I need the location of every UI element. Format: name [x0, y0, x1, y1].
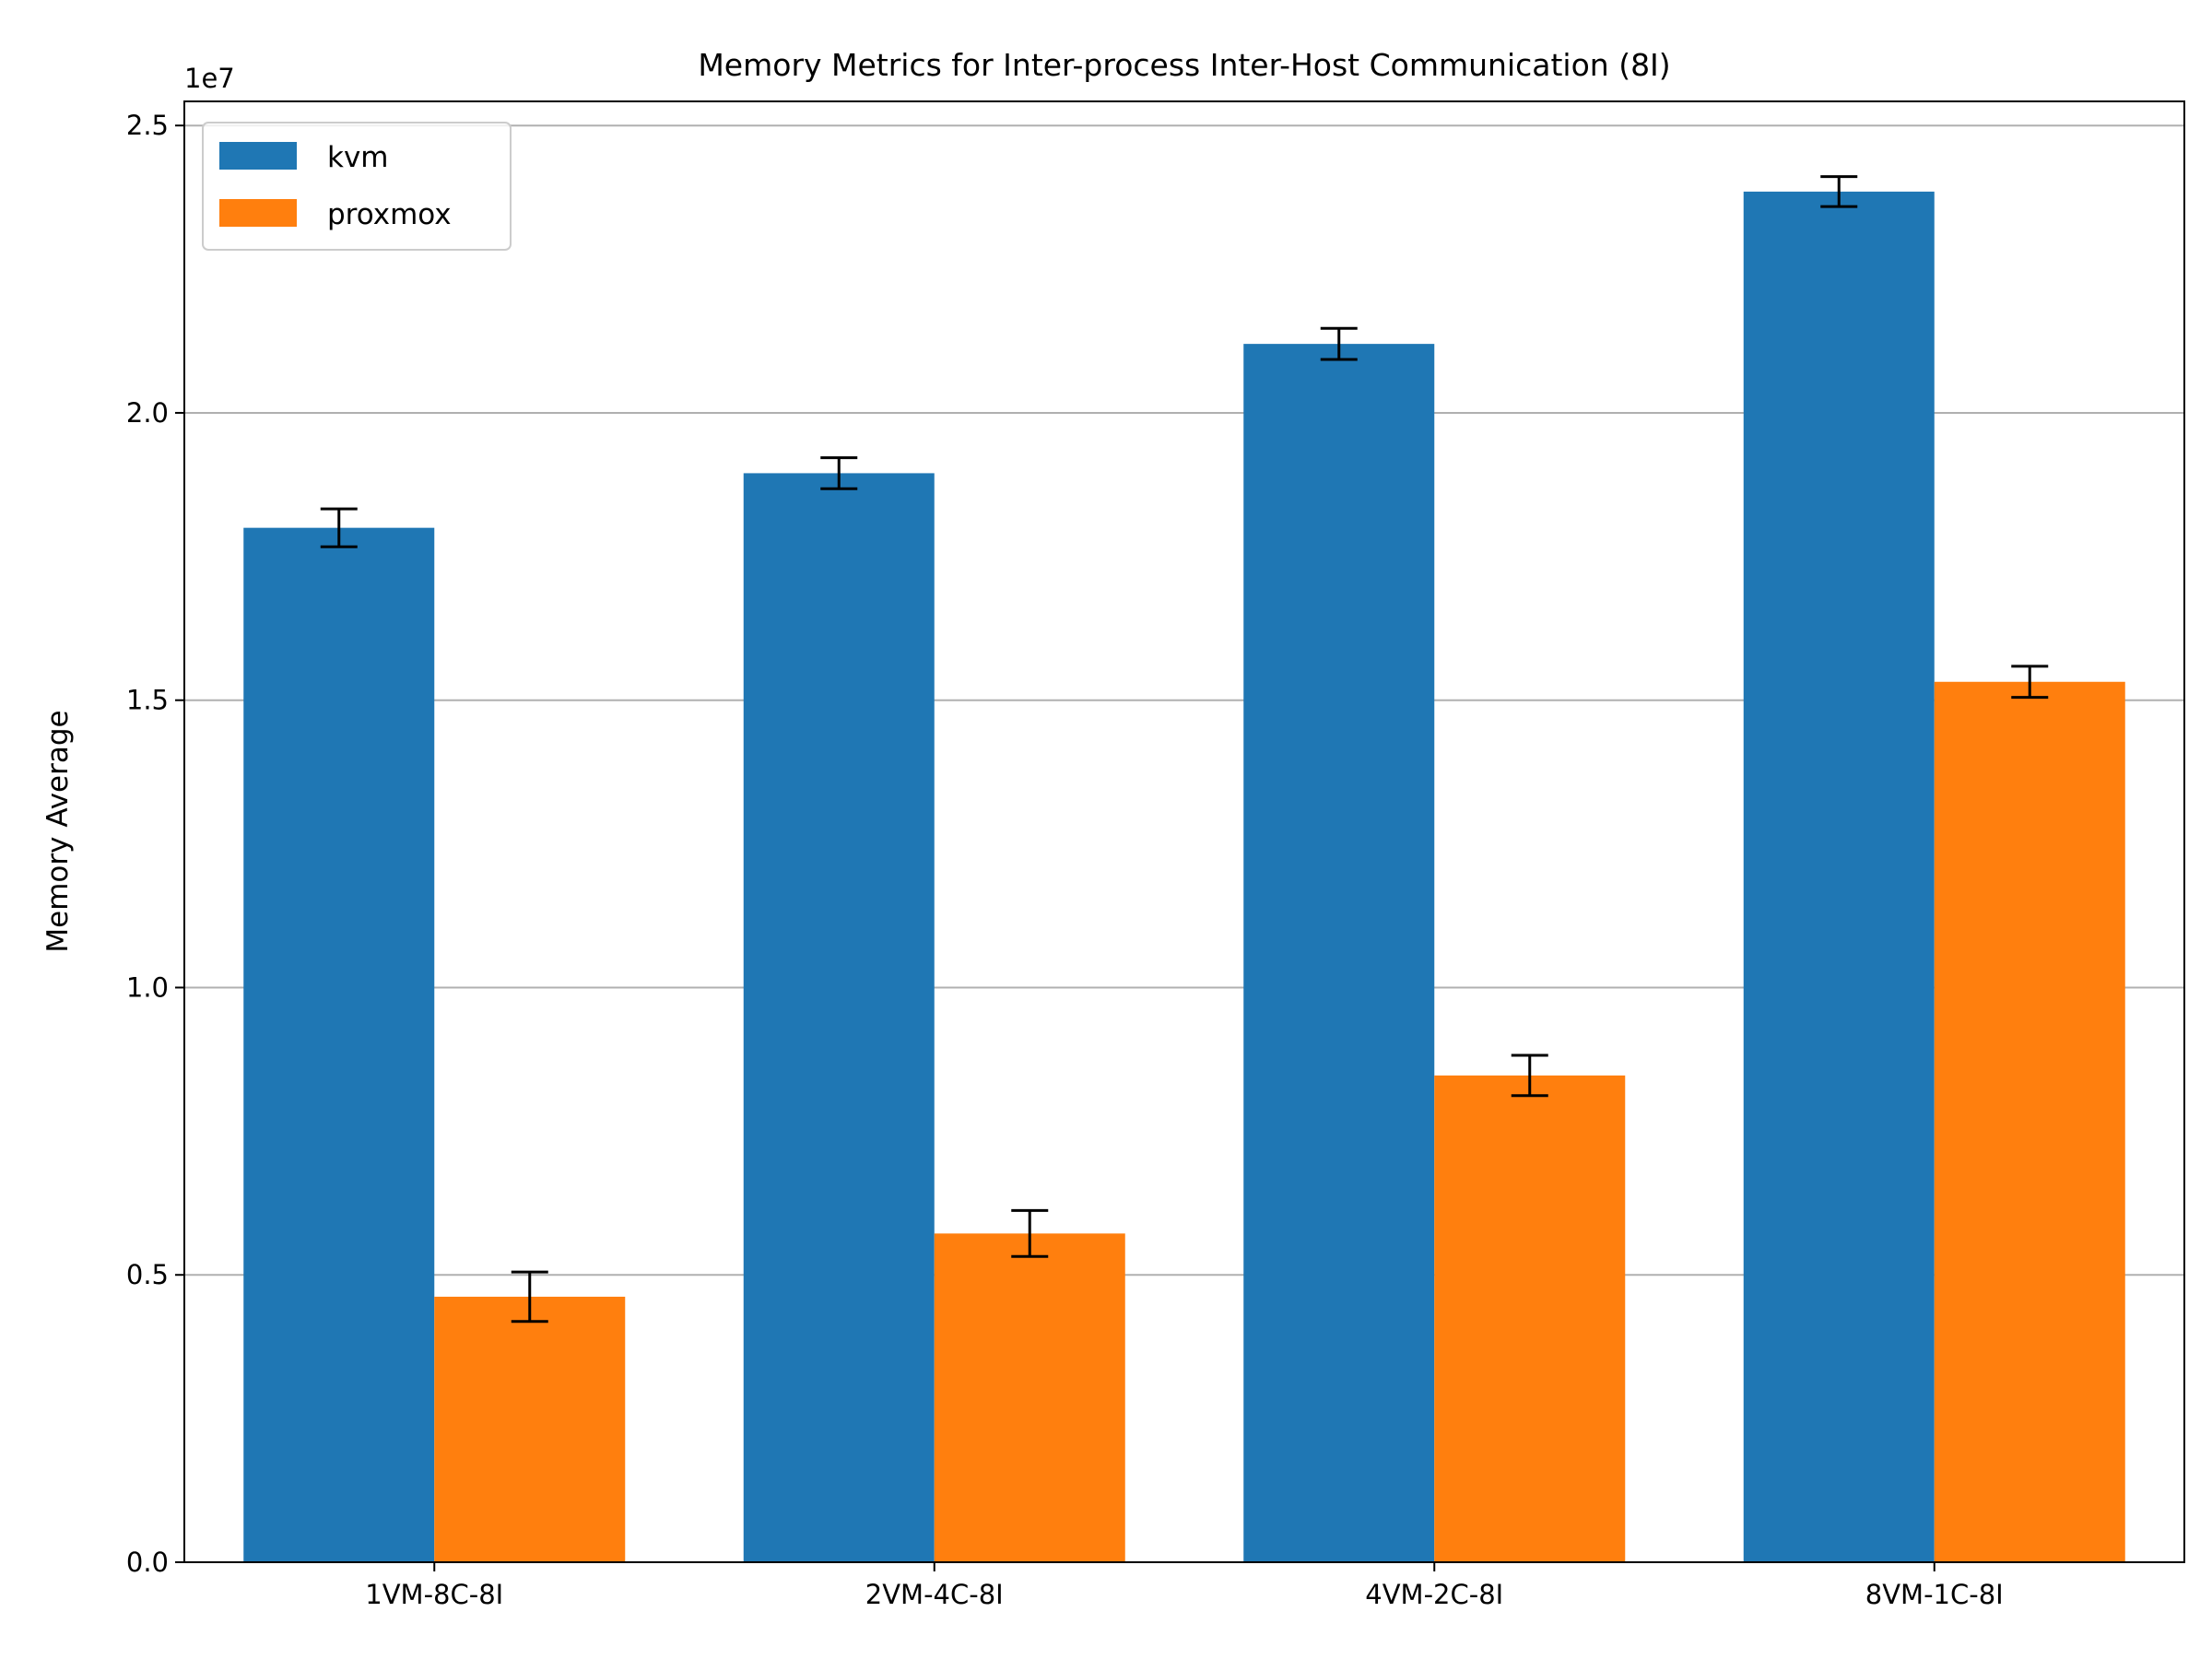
bar-kvm-1VM-8C-8I — [243, 527, 435, 1562]
ticks-layer: 0.0 0.5 1.0 1.5 2.0 2.5 1VM-8C-8I 2VM-4C-8I 4VM-… — [126, 110, 2004, 1610]
error-bar-kvm-8VM-1C-8I — [1820, 175, 1858, 208]
y-axis-label: Memory Average — [41, 710, 75, 952]
legend: kvm proxmox — [202, 122, 512, 251]
bar-proxmox-1VM-8C-8I — [434, 1296, 626, 1562]
y-offset-label: 1e7 — [184, 63, 235, 94]
y-tick-label: 2.5 — [126, 110, 169, 141]
legend-label-proxmox: proxmox — [327, 198, 452, 231]
error-bar-proxmox-1VM-8C-8I — [511, 1270, 548, 1324]
error-bar-kvm-1VM-8C-8I — [320, 507, 358, 548]
x-tick-label: 1VM-8C-8I — [365, 1579, 503, 1610]
x-tick-label: 8VM-1C-8I — [1865, 1579, 2004, 1610]
bar-kvm-2VM-4C-8I — [743, 473, 935, 1562]
y-tick-label: 1.5 — [126, 685, 169, 716]
error-bar-proxmox-4VM-2C-8I — [1511, 1053, 1548, 1098]
error-bar-proxmox-8VM-1C-8I — [2011, 665, 2049, 700]
y-tick-label: 0.5 — [126, 1259, 169, 1290]
bar-proxmox-2VM-4C-8I — [934, 1233, 1125, 1562]
bar-proxmox-8VM-1C-8I — [1934, 681, 2125, 1562]
plot-frame — [183, 100, 2185, 1563]
error-bar-kvm-2VM-4C-8I — [820, 456, 858, 490]
chart-title: Memory Metrics for Inter-process Inter-H… — [698, 47, 1670, 83]
bars-layer — [243, 191, 2125, 1563]
x-tick-label: 4VM-2C-8I — [1365, 1579, 1503, 1610]
bar-kvm-4VM-2C-8I — [1243, 344, 1435, 1563]
legend-swatch-proxmox — [219, 199, 297, 227]
legend-label-kvm: kvm — [327, 141, 389, 174]
bar-kvm-8VM-1C-8I — [1743, 191, 1935, 1562]
x-tick-label: 2VM-4C-8I — [865, 1579, 1004, 1610]
y-tick-label: 0.0 — [126, 1547, 169, 1578]
error-bar-proxmox-2VM-4C-8I — [1011, 1208, 1049, 1258]
error-bars-layer — [320, 175, 2049, 1324]
y-tick-label: 1.0 — [126, 971, 169, 1003]
bar-proxmox-4VM-2C-8I — [1434, 1075, 1626, 1562]
error-bar-kvm-4VM-2C-8I — [1320, 326, 1358, 361]
legend-swatch-kvm — [219, 142, 297, 170]
y-tick-label: 2.0 — [126, 397, 169, 429]
